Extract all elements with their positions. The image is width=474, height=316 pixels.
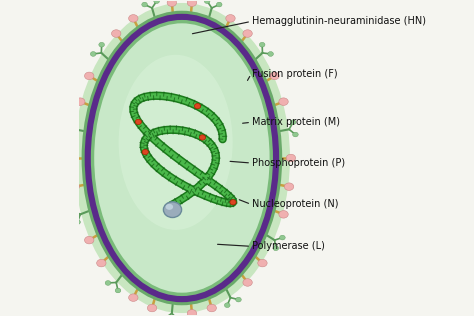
Ellipse shape xyxy=(70,208,76,213)
Ellipse shape xyxy=(226,15,235,22)
Text: Nucleoprotein (N): Nucleoprotein (N) xyxy=(252,199,339,210)
Ellipse shape xyxy=(236,297,241,302)
Ellipse shape xyxy=(75,220,81,224)
Ellipse shape xyxy=(279,98,288,106)
Ellipse shape xyxy=(259,42,265,47)
Ellipse shape xyxy=(224,303,230,307)
Ellipse shape xyxy=(118,55,233,230)
Ellipse shape xyxy=(65,132,71,137)
Ellipse shape xyxy=(194,103,201,109)
Ellipse shape xyxy=(165,204,173,210)
Text: Phosphoprotein (P): Phosphoprotein (P) xyxy=(252,158,346,168)
Ellipse shape xyxy=(230,200,236,205)
Ellipse shape xyxy=(284,183,294,191)
Ellipse shape xyxy=(70,183,80,191)
Ellipse shape xyxy=(91,52,96,56)
Ellipse shape xyxy=(187,0,197,6)
Ellipse shape xyxy=(68,120,73,125)
Ellipse shape xyxy=(94,23,270,293)
Ellipse shape xyxy=(99,42,104,47)
Ellipse shape xyxy=(243,279,252,286)
Ellipse shape xyxy=(279,210,288,218)
Ellipse shape xyxy=(292,132,298,137)
Ellipse shape xyxy=(74,3,290,313)
Text: Hemagglutinin-neuraminidase (HN): Hemagglutinin-neuraminidase (HN) xyxy=(252,16,427,27)
Text: Fusion protein (F): Fusion protein (F) xyxy=(252,69,338,79)
Ellipse shape xyxy=(217,2,222,7)
Ellipse shape xyxy=(199,135,206,140)
Ellipse shape xyxy=(273,246,279,251)
Ellipse shape xyxy=(84,236,94,244)
Ellipse shape xyxy=(207,304,217,312)
Ellipse shape xyxy=(105,281,111,285)
Ellipse shape xyxy=(115,288,121,293)
Ellipse shape xyxy=(187,310,197,316)
Ellipse shape xyxy=(142,149,148,155)
Ellipse shape xyxy=(204,0,210,3)
Ellipse shape xyxy=(243,30,252,37)
Ellipse shape xyxy=(84,72,94,80)
Ellipse shape xyxy=(135,119,142,125)
Ellipse shape xyxy=(268,52,273,56)
Ellipse shape xyxy=(270,72,279,80)
Ellipse shape xyxy=(142,2,147,7)
Ellipse shape xyxy=(68,154,78,162)
Ellipse shape xyxy=(290,120,296,125)
Ellipse shape xyxy=(167,0,176,6)
Ellipse shape xyxy=(128,15,138,22)
Text: Matrix protein (M): Matrix protein (M) xyxy=(252,117,340,127)
Ellipse shape xyxy=(97,259,106,267)
Ellipse shape xyxy=(111,30,121,37)
Ellipse shape xyxy=(75,98,85,106)
Ellipse shape xyxy=(128,294,138,301)
Ellipse shape xyxy=(154,0,159,3)
Ellipse shape xyxy=(280,235,285,240)
Ellipse shape xyxy=(258,259,267,267)
Ellipse shape xyxy=(286,154,296,162)
Ellipse shape xyxy=(147,304,157,312)
Ellipse shape xyxy=(164,202,182,217)
Text: Polymerase (L): Polymerase (L) xyxy=(252,241,325,251)
